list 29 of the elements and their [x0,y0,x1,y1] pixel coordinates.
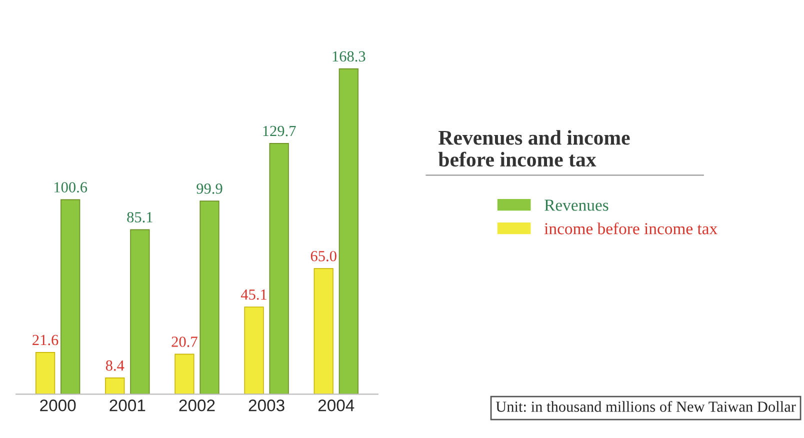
bar [35,352,56,394]
bar [314,268,334,394]
data-label: 99.9 [196,184,222,194]
data-label: 129.7 [263,126,296,136]
data-label: 100.6 [54,182,88,193]
data-label: 20.7 [172,336,198,347]
x-tick-label: 2002 [179,400,215,412]
bar [338,68,358,394]
bar [244,306,264,394]
data-label: 45.1 [240,290,266,300]
legend-label: Revenues [544,200,608,211]
text: Revenues and income before income tax [438,130,630,167]
bar [130,229,150,394]
data-label: 8.4 [106,360,124,371]
x-tick-label: 2000 [40,400,76,412]
bar [269,143,289,394]
bar [174,354,194,394]
bar [105,378,125,394]
x-tick-label: 2004 [318,400,354,412]
data-label: 85.1 [127,212,152,222]
data-label: 168.3 [332,51,366,62]
x-tick-label: 2003 [248,400,284,412]
bar [60,199,80,394]
text: Unit: in thousand millions of New Taiwan Dollar [496,400,796,412]
data-label: 65.0 [310,250,336,262]
bar [200,200,220,394]
legend-label: income before income tax [544,222,718,234]
x-tick-label: 2001 [110,400,146,412]
data-label: 21.6 [32,334,58,346]
